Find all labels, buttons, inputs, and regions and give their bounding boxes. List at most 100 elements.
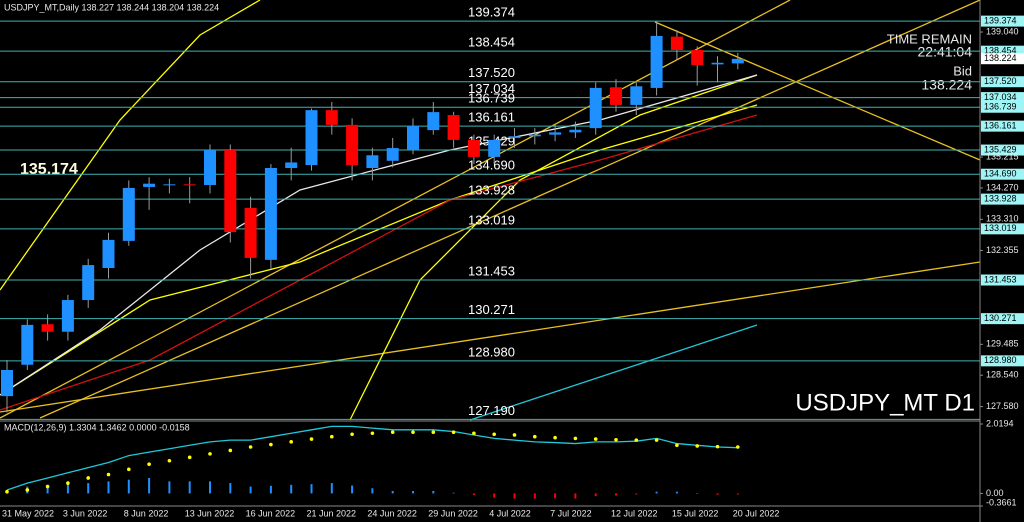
macd-bar [432, 491, 435, 494]
candle-body [711, 62, 724, 65]
macd-bar [148, 477, 151, 494]
level-label: 127.190 [468, 403, 515, 418]
level-tag [981, 45, 1024, 57]
signal-dot [411, 430, 415, 435]
candle-body [569, 129, 582, 133]
y-tick-label: 134.270 [986, 182, 1019, 192]
signal-dot [533, 434, 537, 439]
chart-title: USDJPY_MT,Daily 138.227 138.244 138.204 … [4, 2, 219, 12]
macd-bar [371, 488, 374, 494]
candle-body [467, 139, 480, 157]
signal-dot [573, 436, 578, 441]
y-tick-label: 133.310 [986, 214, 1019, 224]
level-tag [981, 223, 1024, 235]
level-tag-label: 133.928 [984, 193, 1017, 203]
candle-body [224, 150, 237, 233]
signal-dot [390, 430, 395, 435]
macd-bar [310, 484, 313, 494]
level-tag [981, 313, 1024, 325]
signal-dot [248, 445, 253, 449]
macd-bar [46, 484, 49, 494]
macd-bar [594, 493, 597, 497]
macd-bar [87, 483, 90, 494]
level-tag [981, 101, 1024, 113]
level-label: 133.019 [468, 212, 515, 227]
x-tick-label: 15 Jul 2022 [672, 508, 719, 518]
level-tag-label: 138.454 [984, 46, 1017, 56]
y-tick-label: 128.540 [986, 370, 1019, 380]
candle-body [305, 110, 318, 166]
level-tag [981, 15, 1024, 27]
signal-dot [127, 467, 131, 472]
trend-lines [0, 0, 981, 421]
level-tag-label: 131.453 [984, 274, 1017, 284]
annotation: 135.174 [20, 161, 78, 178]
candle-body [670, 36, 683, 51]
bid-label: Bid [953, 63, 972, 78]
signal-dot [512, 433, 517, 437]
macd-bar [472, 493, 475, 496]
candle-body [386, 148, 399, 161]
level-label: 130.271 [468, 302, 515, 317]
candle-body [21, 324, 34, 365]
x-tick-label: 4 Jul 2022 [489, 508, 531, 518]
x-tick-label: 7 Jul 2022 [550, 508, 592, 518]
candle-body [61, 300, 74, 332]
candle-body [325, 110, 338, 125]
signal-dot [45, 484, 50, 489]
candle-body [610, 87, 622, 105]
candle-body [143, 183, 156, 187]
trend-line [39, 0, 981, 419]
level-label: 131.453 [468, 263, 515, 278]
signal-dot [330, 434, 334, 439]
macd-bar [635, 493, 638, 495]
time-remain: 22:41:04 [918, 44, 973, 60]
macd-tick-label: 2.0194 [986, 418, 1014, 428]
candle-body [589, 87, 602, 129]
macd-bar [290, 484, 293, 494]
band-line [349, 74, 758, 421]
level-tag-label: 137.520 [984, 76, 1017, 86]
signal-dot [208, 452, 212, 456]
signal-dot [675, 443, 679, 448]
level-tag-label: 133.019 [984, 223, 1017, 233]
candle-body [691, 50, 704, 66]
candle-body [264, 168, 277, 260]
macd-bar [229, 483, 232, 494]
signal-dot [431, 430, 436, 435]
level-tag [981, 168, 1024, 180]
candle-body [163, 184, 176, 186]
x-tick-label: 13 Jun 2022 [185, 508, 235, 518]
candle-body [285, 162, 298, 168]
level-tag-label: 136.739 [984, 102, 1017, 112]
level-label: 134.690 [468, 158, 515, 173]
macd-tick-label: -0.3661 [986, 497, 1017, 507]
level-label: 136.739 [468, 91, 515, 106]
band-line [0, 104, 758, 396]
signal-dot [187, 455, 192, 460]
trend-line [0, 261, 981, 413]
candle-body [650, 35, 663, 88]
signal-dot [492, 432, 497, 437]
signal-dot [86, 476, 90, 480]
macd-bar [351, 485, 354, 494]
level-label: 138.454 [468, 35, 515, 50]
level-tag [981, 120, 1024, 132]
y-tick-label: 139.040 [986, 26, 1019, 36]
y-tick-label: 129.485 [986, 339, 1019, 349]
bid-tag [981, 53, 1024, 65]
macd-bar [452, 492, 455, 494]
macd-bar [412, 491, 414, 494]
signal-dot [147, 462, 151, 466]
signal-dot [66, 481, 70, 485]
macd-bar [574, 493, 577, 499]
macd-bar [493, 493, 496, 498]
signal-dot [654, 438, 659, 442]
level-label: 133.928 [468, 183, 515, 198]
macd-bar [330, 483, 333, 494]
macd-tick-label: 0.00 [986, 488, 1004, 498]
ma-line [0, 114, 758, 411]
